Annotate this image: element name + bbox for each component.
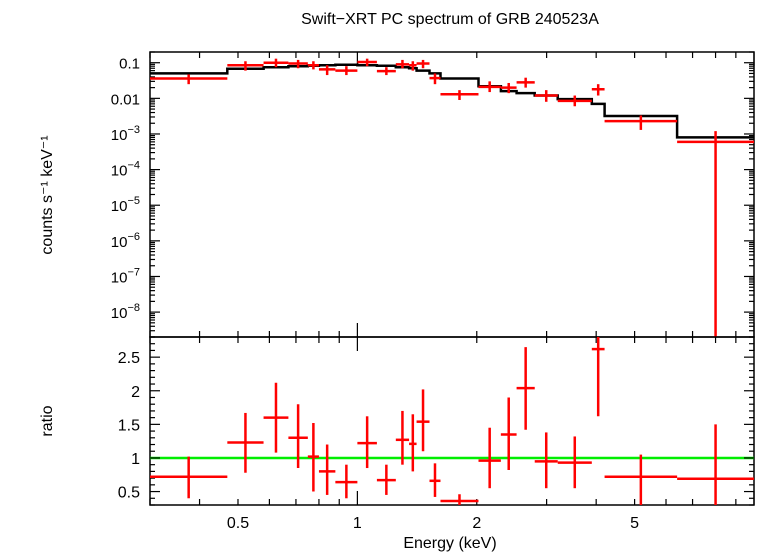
spectrum-data-point	[500, 82, 517, 94]
ratio-data-points	[150, 337, 754, 505]
ratio-panel-frame	[149, 336, 755, 506]
spectrum-data-point	[335, 66, 358, 76]
spectrum-data-point	[318, 65, 336, 76]
spectrum-y-tick-label: 10−3	[111, 124, 140, 144]
spectrum-y-tick-label: 10−6	[111, 231, 140, 251]
ratio-data-point	[288, 404, 308, 469]
spectrum-data-point	[263, 58, 289, 68]
ratio-data-point	[307, 423, 319, 492]
ratio-data-point	[150, 456, 228, 499]
spectrum-y-tick-label: 0.01	[111, 91, 140, 108]
ratio-data-point	[557, 436, 592, 489]
ratio-data-point	[318, 444, 336, 495]
spectrum-data-point	[440, 90, 479, 100]
spectrum-y-tick-label: 10−8	[111, 302, 140, 322]
ratio-data-point	[409, 414, 417, 472]
ratio-data-point	[227, 412, 264, 473]
spectrum-data-point	[416, 59, 430, 69]
ratio-data-point	[395, 410, 410, 465]
ratio-x-tick-label: 2	[472, 515, 481, 532]
spectrum-data-point	[357, 58, 377, 67]
ratio-y-tick-label: 1	[131, 451, 140, 468]
spectrum-data-point	[516, 77, 535, 88]
ratio-x-tick-label: 0.5	[227, 515, 249, 532]
spectrum-y-tick-label: 10−7	[111, 266, 140, 286]
ratio-y-ticks: 0.5 1 1.5 2 2.5	[118, 336, 754, 506]
spectrum-data-point	[557, 95, 592, 107]
spectrum-y-axis-label: counts s⁻¹ keV⁻¹	[39, 135, 56, 254]
spectrum-data-point	[395, 59, 410, 69]
ratio-data-point	[516, 347, 535, 430]
spectrum-data-point	[307, 61, 319, 70]
ratio-panel: 0.5 1 1.5 2 2.5 0.5 1 2 5	[118, 336, 755, 532]
spectrum-panel: 0.1 0.01 10−3 10−4 10−5 10−6 10−7 10−8	[111, 51, 755, 338]
ratio-y-axis-label: ratio	[39, 405, 56, 436]
spectrum-data-point	[409, 61, 417, 71]
spectrum-data-point	[376, 67, 396, 76]
ratio-x-tick-label: 5	[630, 515, 639, 532]
model-step-line	[150, 63, 754, 139]
spectrum-y-tick-label: 10−5	[111, 195, 140, 215]
model-curve	[150, 63, 754, 139]
spectrum-y-tick-label: 10−4	[111, 160, 140, 180]
ratio-y-tick-label: 0.5	[118, 485, 140, 502]
ratio-x-ticks: 0.5 1 2 5	[149, 337, 755, 532]
ratio-data-point	[500, 397, 517, 471]
spectrum-data-point	[288, 59, 308, 69]
spectrum-data-points	[150, 58, 754, 337]
spectrum-y-ticks: 0.1 0.01 10−3 10−4 10−5 10−6 10−7 10−8	[111, 51, 754, 338]
ratio-data-point	[429, 463, 441, 497]
spectrum-data-point	[227, 61, 264, 71]
ratio-y-tick-label: 2.5	[118, 350, 140, 367]
ratio-data-point	[376, 464, 396, 495]
ratio-data-point	[591, 337, 605, 417]
ratio-data-point	[263, 382, 289, 453]
ratio-y-tick-label: 2	[131, 384, 140, 401]
ratio-data-point	[335, 464, 358, 499]
ratio-data-point	[677, 424, 754, 505]
ratio-data-point	[534, 432, 558, 489]
ratio-data-point	[416, 389, 430, 452]
ratio-data-point	[440, 494, 479, 505]
spectrum-data-point	[150, 74, 228, 85]
spectrum-data-point	[677, 131, 754, 337]
spectrum-data-point	[534, 90, 558, 102]
spectrum-data-point	[591, 84, 605, 96]
ratio-y-tick-label: 1.5	[118, 417, 140, 434]
spectrum-data-point	[429, 73, 441, 85]
spectrum-data-point	[478, 81, 501, 93]
ratio-data-point	[604, 454, 678, 505]
chart-title: Swift−XRT PC spectrum of GRB 240523A	[301, 11, 599, 28]
ratio-x-tick-label: 1	[353, 515, 362, 532]
spectrum-y-tick-label: 0.1	[119, 56, 140, 73]
spectrum-data-point	[604, 115, 678, 130]
x-axis-label: Energy (keV)	[403, 535, 496, 552]
ratio-data-point	[357, 416, 377, 469]
ratio-data-point	[478, 427, 501, 489]
